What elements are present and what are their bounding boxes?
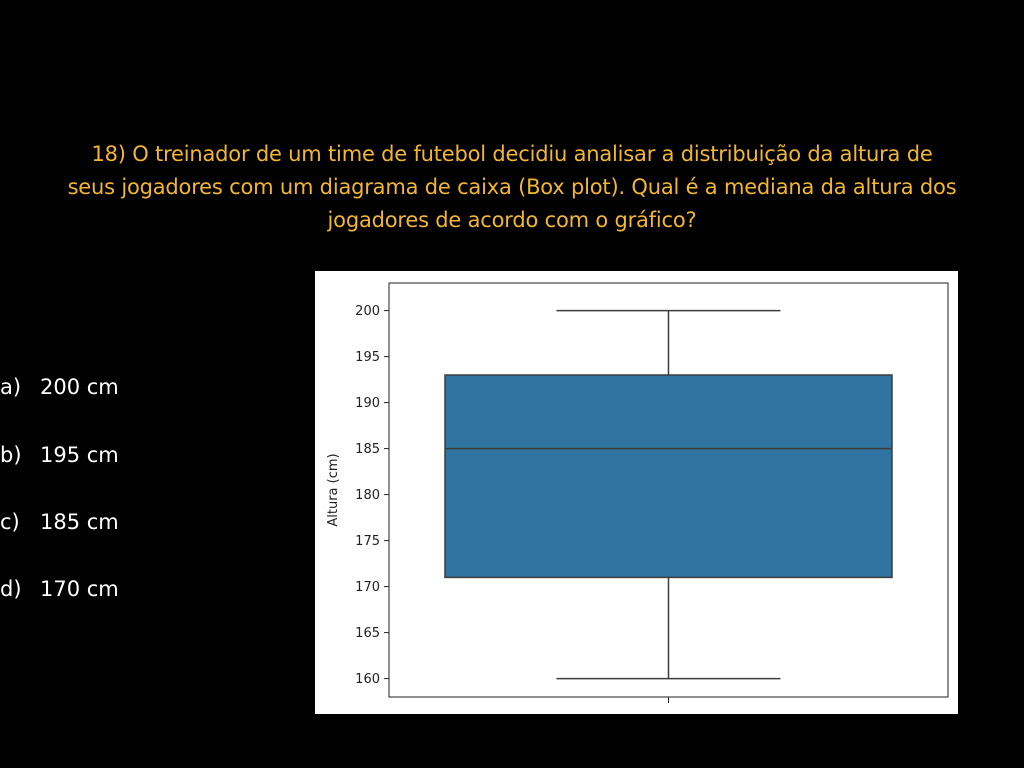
y-axis-title: Altura (cm) bbox=[326, 453, 341, 526]
boxplot-chart: 160 165 170 175 180 185 190 195 200 Altura (cm) bbox=[315, 271, 958, 714]
y-tick-label: 165 bbox=[355, 626, 380, 641]
y-tick-label: 160 bbox=[355, 672, 380, 687]
option-letter: b) bbox=[0, 443, 22, 467]
question-line-1: 18) O treinador de um time de futebol de… bbox=[91, 142, 933, 166]
option-letter: d) bbox=[0, 577, 22, 601]
option-text: 195 cm bbox=[40, 443, 119, 467]
iqr-box bbox=[444, 374, 893, 579]
y-tick-label: 195 bbox=[355, 350, 380, 365]
y-tick-label: 180 bbox=[355, 488, 380, 503]
boxplot-svg: 160 165 170 175 180 185 190 195 200 Altura (cm) bbox=[326, 282, 949, 703]
question-line-2: seus jogadores com um diagrama de caixa … bbox=[67, 175, 957, 199]
y-tick-label: 185 bbox=[355, 442, 380, 457]
option-a[interactable]: a) 200 cm bbox=[0, 372, 119, 402]
option-letter: c) bbox=[0, 510, 20, 534]
option-d[interactable]: d) 170 cm bbox=[0, 574, 119, 604]
y-tick-label: 170 bbox=[355, 580, 380, 595]
option-b[interactable]: b) 195 cm bbox=[0, 440, 119, 470]
option-c[interactable]: c) 185 cm bbox=[0, 507, 119, 537]
y-tick-label: 190 bbox=[355, 396, 380, 411]
y-tick-label: 175 bbox=[355, 534, 380, 549]
question-line-3: jogadores de acordo com o gráfico? bbox=[327, 208, 697, 232]
option-text: 170 cm bbox=[40, 577, 119, 601]
y-tick-label: 200 bbox=[355, 304, 380, 319]
option-text: 185 cm bbox=[40, 510, 119, 534]
question-text: 18) O treinador de um time de futebol de… bbox=[0, 138, 1024, 237]
option-text: 200 cm bbox=[40, 375, 119, 399]
option-letter: a) bbox=[0, 375, 22, 399]
